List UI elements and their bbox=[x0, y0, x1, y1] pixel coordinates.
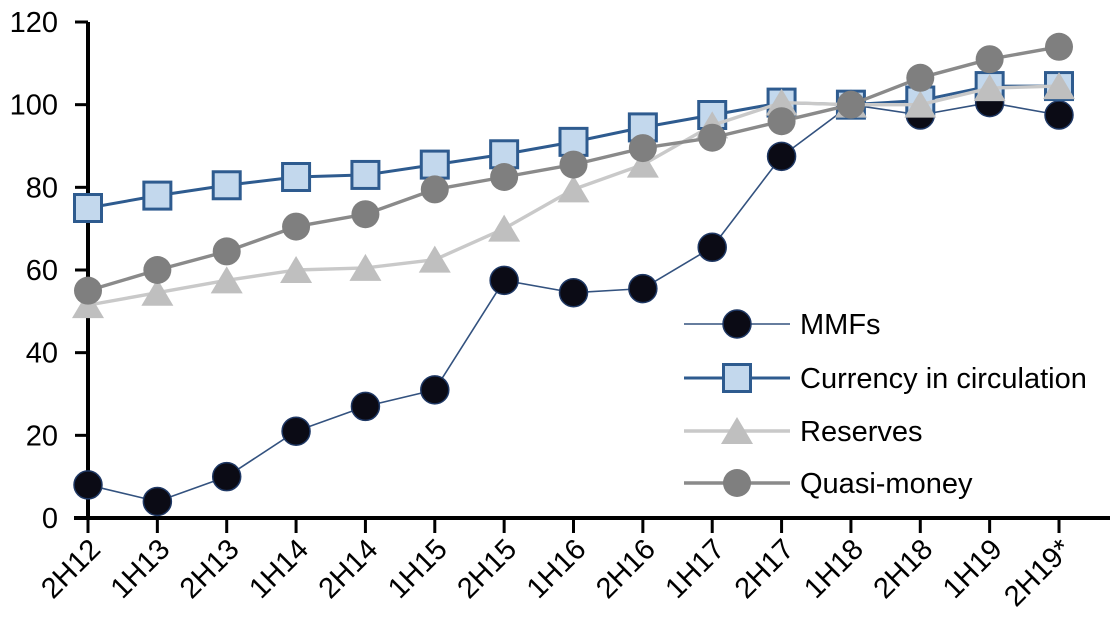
data-point-reserves-1h16 bbox=[557, 175, 590, 203]
data-point-quasi-money-2h17 bbox=[767, 107, 796, 136]
data-point-mmfs-2h15 bbox=[489, 265, 519, 296]
data-point-currency-in-circulation-2h14 bbox=[350, 159, 381, 190]
x-tick-label-1h18: 1H18 bbox=[798, 533, 870, 605]
data-point-reserves-2h15 bbox=[488, 214, 521, 242]
y-tick-label-100: 100 bbox=[10, 90, 58, 122]
data-point-quasi-money-2h12 bbox=[74, 276, 102, 305]
data-point-quasi-money-1h19 bbox=[975, 45, 1004, 74]
data-point-currency-in-circulation-1h13 bbox=[142, 180, 173, 211]
data-point-quasi-money-2h15 bbox=[490, 163, 519, 191]
x-tick-label-2h13: 2H13 bbox=[174, 533, 246, 605]
series-quasi-money bbox=[74, 32, 1073, 305]
legend-marker-mmfs bbox=[722, 309, 752, 339]
data-point-quasi-money-1h15 bbox=[420, 175, 449, 204]
y-tick-label-0: 0 bbox=[42, 503, 58, 535]
x-tick-label-2h12: 2H12 bbox=[35, 533, 107, 605]
data-point-mmfs-1h15 bbox=[420, 375, 450, 405]
data-point-quasi-money-1h14 bbox=[282, 212, 311, 241]
data-point-reserves-2h14 bbox=[349, 253, 382, 281]
legend-label-mmfs: MMFs bbox=[800, 309, 881, 341]
data-point-reserves-1h15 bbox=[418, 245, 451, 273]
data-point-reserves-2h13 bbox=[210, 266, 243, 294]
data-point-quasi-money-2h19 bbox=[1045, 32, 1073, 61]
y-tick-label-40: 40 bbox=[26, 338, 58, 370]
data-point-reserves-2h19 bbox=[1043, 72, 1075, 100]
legend-label-quasi-money: Quasi-money bbox=[800, 468, 973, 500]
legend-marker-reserves bbox=[721, 417, 753, 444]
legend-marker-currency-in-circulation bbox=[722, 363, 752, 393]
x-tick-label-2h19: 2H19* bbox=[998, 533, 1078, 613]
data-point-currency-in-circulation-1h14 bbox=[281, 162, 312, 192]
legend-item-quasi-money: Quasi-money bbox=[684, 468, 973, 500]
x-tick-label-1h14: 1H14 bbox=[243, 533, 315, 605]
data-point-currency-in-circulation-1h15 bbox=[419, 149, 450, 180]
data-point-mmfs-2h19 bbox=[1044, 100, 1074, 130]
data-point-reserves-2h16 bbox=[626, 150, 659, 178]
data-point-currency-in-circulation-2h12 bbox=[73, 193, 103, 223]
x-tick-label-2h16: 2H16 bbox=[590, 533, 662, 605]
x-tick-label-2h17: 2H17 bbox=[729, 533, 801, 605]
data-point-mmfs-2h14 bbox=[350, 391, 381, 422]
x-tick-label-1h17: 1H17 bbox=[660, 533, 732, 605]
data-point-mmfs-1h17 bbox=[697, 232, 727, 263]
legend: MMFs Currency in circulation Reserves Quasi… bbox=[684, 309, 1087, 500]
y-tick-label-20: 20 bbox=[26, 420, 58, 452]
x-tick-label-1h15: 1H15 bbox=[382, 533, 454, 605]
data-point-mmfs-1h16 bbox=[558, 277, 589, 308]
legend-item-reserves: Reserves bbox=[684, 416, 923, 448]
y-tick-label-120: 120 bbox=[10, 7, 58, 39]
data-point-currency-in-circulation-2h15 bbox=[489, 139, 520, 170]
data-point-mmfs-2h13 bbox=[211, 461, 242, 492]
legend-marker-quasi-money bbox=[723, 469, 751, 497]
legend-label-reserves: Reserves bbox=[800, 416, 923, 448]
data-point-quasi-money-2h16 bbox=[628, 134, 657, 163]
data-point-reserves-1h19 bbox=[973, 74, 1006, 102]
data-point-mmfs-2h16 bbox=[628, 273, 658, 304]
x-tick-label-2h15: 2H15 bbox=[451, 533, 523, 605]
legend-item-currency-in-circulation: Currency in circulation bbox=[684, 363, 1087, 395]
legend-label-currency-in-circulation: Currency in circulation bbox=[800, 363, 1087, 395]
data-point-mmfs-2h12 bbox=[73, 470, 103, 500]
data-point-reserves-1h13 bbox=[141, 278, 174, 306]
x-tick-label-1h19: 1H19 bbox=[937, 533, 1009, 605]
x-tick-label-1h13: 1H13 bbox=[105, 533, 177, 605]
data-point-currency-in-circulation-2h13 bbox=[211, 170, 242, 201]
data-point-quasi-money-1h18 bbox=[836, 90, 865, 119]
data-point-quasi-money-2h13 bbox=[212, 237, 241, 266]
data-point-quasi-money-2h14 bbox=[351, 200, 380, 229]
x-tick-label-1h16: 1H16 bbox=[521, 533, 593, 605]
data-point-mmfs-2h17 bbox=[766, 141, 797, 172]
y-tick-label-80: 80 bbox=[26, 172, 58, 204]
data-point-quasi-money-1h17 bbox=[698, 123, 727, 152]
y-tick-label-60: 60 bbox=[26, 255, 58, 287]
data-point-mmfs-1h14 bbox=[281, 416, 311, 446]
legend-item-mmfs: MMFs bbox=[684, 309, 881, 341]
data-point-mmfs-1h13 bbox=[142, 486, 173, 517]
data-point-quasi-money-2h18 bbox=[906, 63, 935, 92]
data-point-reserves-2h18 bbox=[904, 90, 937, 118]
data-point-quasi-money-1h16 bbox=[559, 150, 588, 179]
data-point-reserves-1h14 bbox=[280, 256, 313, 283]
data-point-quasi-money-1h13 bbox=[143, 256, 172, 284]
x-tick-label-2h14: 2H14 bbox=[313, 533, 385, 605]
data-point-reserves-2h17 bbox=[765, 88, 798, 116]
x-tick-label-2h18: 2H18 bbox=[868, 533, 940, 605]
